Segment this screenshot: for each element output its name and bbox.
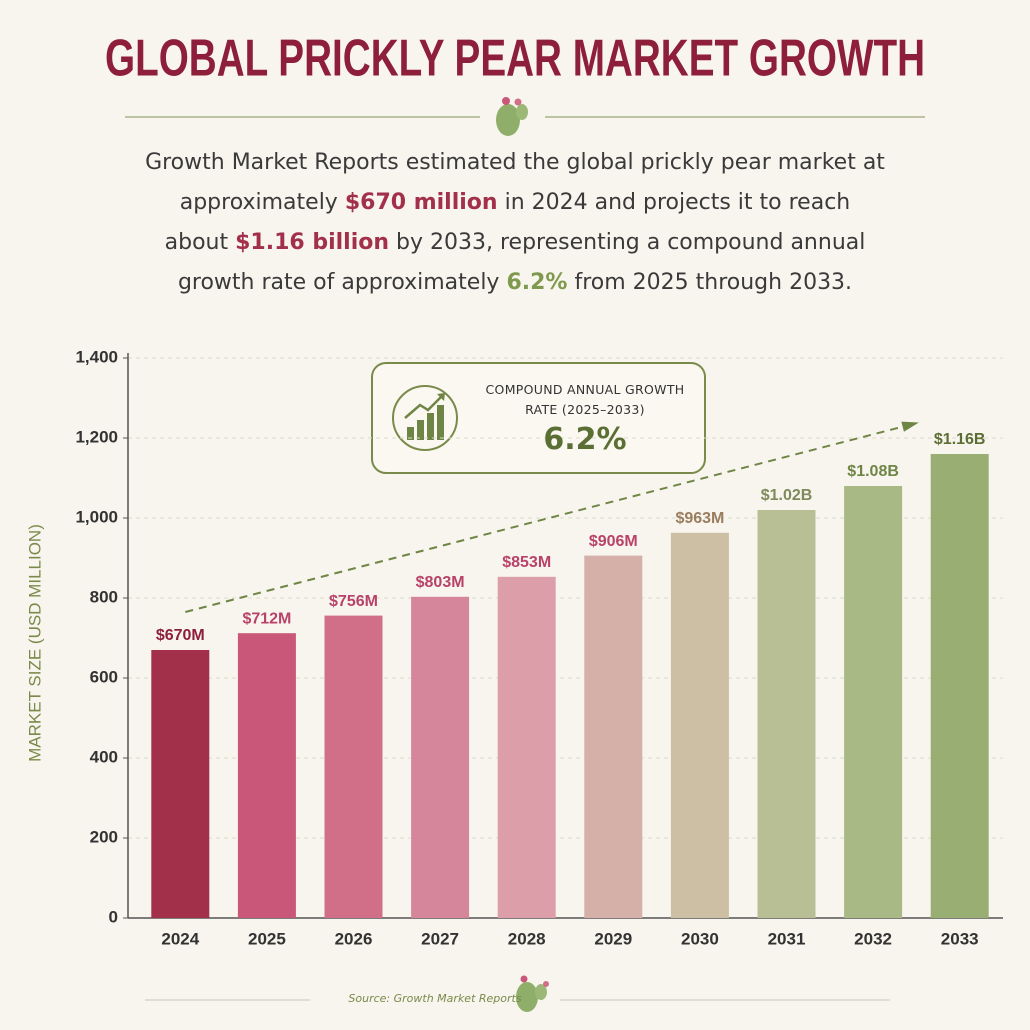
source: Source: Growth Market Reports <box>348 992 522 1005</box>
bar <box>237 633 296 918</box>
value-label: $1.08B <box>847 463 899 480</box>
value-label: $906M <box>589 533 638 550</box>
source-divider <box>145 975 890 1012</box>
description: Growth Market Reports estimated the glob… <box>145 143 885 303</box>
y-tick-label: 200 <box>90 827 118 846</box>
description-text: by 2033, representing a compound annual … <box>177 230 866 295</box>
chart-title: GLOBAL PRICKLY PEAR MARKET GROWTH <box>105 30 925 88</box>
y-tick-label: 400 <box>90 747 118 766</box>
y-tick-label: 600 <box>90 667 118 686</box>
bar <box>844 486 903 918</box>
annotation-value: 6.2% <box>543 422 627 457</box>
y-tick-label: 800 <box>90 587 118 606</box>
description-text: in 2024 and projects it to reach about <box>164 190 851 255</box>
x-tick-label: 2032 <box>854 929 892 948</box>
bar <box>151 650 210 918</box>
bar <box>757 510 816 918</box>
bar <box>930 454 989 918</box>
y-tick-label: 0 <box>109 907 118 926</box>
x-tick-label: 2024 <box>161 929 199 948</box>
x-tick-label: 2033 <box>941 929 979 948</box>
value-label: $853M <box>502 554 551 571</box>
x-tick-label: 2030 <box>681 929 719 948</box>
annotation-box <box>371 362 706 474</box>
value-label: $963M <box>675 510 724 527</box>
annotation-label: COMPOUND ANNUAL GROWTH RATE (2025–2033) <box>485 382 685 417</box>
bar <box>670 532 729 918</box>
bar <box>411 596 470 918</box>
value-label: $712M <box>242 610 291 627</box>
description-text: from 2025 through 2033. <box>567 270 853 295</box>
x-tick-label: 2027 <box>421 929 459 948</box>
y-axis-label: MARKET SIZE (USD MILLION) <box>25 524 44 762</box>
bar <box>324 615 383 918</box>
value-label: $1.02B <box>761 487 813 504</box>
description-text: Growth Market Reports estimated the glob… <box>145 150 885 215</box>
bar <box>584 555 643 918</box>
trend-arrowhead <box>901 421 919 432</box>
x-tick-label: 2031 <box>768 929 806 948</box>
y-tick-label: 1,400 <box>75 347 118 366</box>
y-tick-label: 1,200 <box>75 427 118 446</box>
x-tick-label: 2029 <box>594 929 632 948</box>
value-label: $670M <box>156 627 205 644</box>
x-tick-label: 2025 <box>248 929 286 948</box>
highlight: $670 million <box>344 190 498 215</box>
bar <box>497 576 556 918</box>
value-label: $803M <box>416 574 465 591</box>
value-label: $1.16B <box>934 431 986 448</box>
x-tick-label: 2028 <box>508 929 546 948</box>
title-divider <box>125 97 925 136</box>
y-tick-label: 1,000 <box>75 507 118 526</box>
highlight: 6.2% <box>506 270 568 295</box>
x-tick-label: 2026 <box>335 929 373 948</box>
value-label: $756M <box>329 593 378 610</box>
highlight: $1.16 billion <box>235 230 390 255</box>
